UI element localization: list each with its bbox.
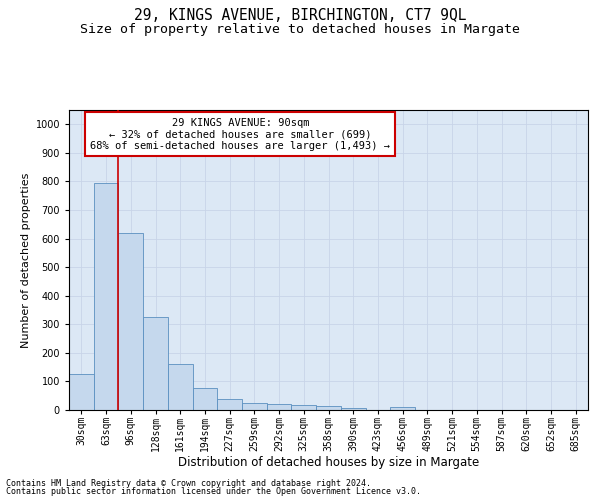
Bar	[217, 399, 242, 410]
Text: Contains public sector information licensed under the Open Government Licence v3: Contains public sector information licen…	[6, 487, 421, 496]
Y-axis label: Number of detached properties: Number of detached properties	[22, 172, 31, 348]
Bar	[267, 404, 292, 410]
Text: Contains HM Land Registry data © Crown copyright and database right 2024.: Contains HM Land Registry data © Crown c…	[6, 478, 371, 488]
Bar	[94, 183, 118, 410]
Bar	[168, 364, 193, 410]
Bar	[118, 234, 143, 410]
Bar	[69, 374, 94, 410]
Text: 29 KINGS AVENUE: 90sqm
← 32% of detached houses are smaller (699)
68% of semi-de: 29 KINGS AVENUE: 90sqm ← 32% of detached…	[90, 118, 390, 150]
Text: Size of property relative to detached houses in Margate: Size of property relative to detached ho…	[80, 22, 520, 36]
Bar	[390, 407, 415, 410]
Bar	[193, 388, 217, 410]
Bar	[341, 408, 365, 410]
X-axis label: Distribution of detached houses by size in Margate: Distribution of detached houses by size …	[178, 456, 479, 469]
Bar	[316, 406, 341, 410]
Text: 29, KINGS AVENUE, BIRCHINGTON, CT7 9QL: 29, KINGS AVENUE, BIRCHINGTON, CT7 9QL	[134, 8, 466, 22]
Bar	[292, 405, 316, 410]
Bar	[242, 403, 267, 410]
Bar	[143, 317, 168, 410]
